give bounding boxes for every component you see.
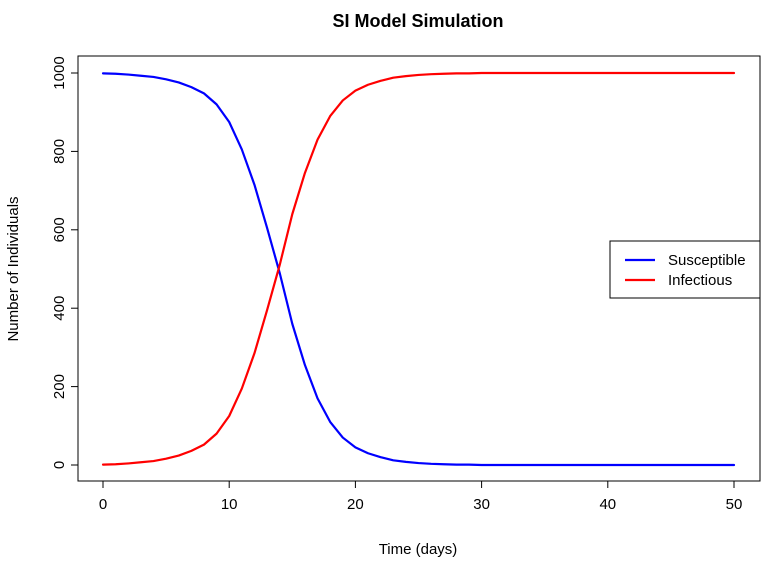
y-tick-label: 600: [51, 217, 68, 242]
y-tick-label: 800: [51, 139, 68, 164]
legend-label-susceptible: Susceptible: [668, 252, 746, 269]
y-tick-label: 1000: [51, 56, 68, 89]
chart-title: SI Model Simulation: [332, 11, 503, 31]
y-axis: 0 200 400 600 800 1000: [51, 56, 79, 469]
series-line-susceptible: [101, 72, 736, 467]
x-tick-label: 0: [99, 496, 107, 513]
y-tick-label: 0: [51, 461, 68, 469]
x-tick-label: 30: [473, 496, 490, 513]
y-tick-label: 400: [51, 296, 68, 321]
x-tick-label: 40: [599, 496, 616, 513]
y-tick-label: 200: [51, 374, 68, 399]
x-tick-label: 20: [347, 496, 364, 513]
x-axis-title: Time (days): [379, 541, 458, 558]
x-tick-label: 10: [221, 496, 238, 513]
series-layer: [101, 71, 736, 467]
legend-box: [609, 240, 761, 299]
series-line-infectious: [101, 71, 736, 466]
x-axis: 0 10 20 30 40 50: [99, 480, 743, 513]
x-tick-label: 50: [726, 496, 743, 513]
legend: Susceptible Infectious: [609, 240, 761, 299]
y-axis-title: Number of Individuals: [5, 196, 22, 341]
legend-label-infectious: Infectious: [668, 272, 732, 289]
